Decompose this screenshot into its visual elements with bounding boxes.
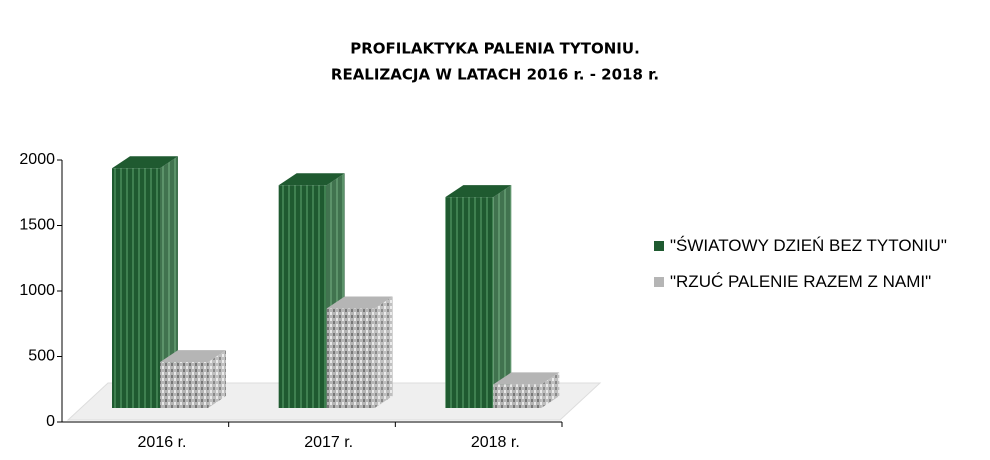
x-tick-label: 2016 r. [138,434,187,451]
bar-face [160,362,208,408]
bar-face [326,308,375,408]
bar-face [445,185,512,198]
bar-face [208,350,226,408]
bar [493,372,560,408]
bar-face [278,185,327,408]
bar-face [326,296,393,309]
legend-swatch [654,241,664,251]
bar-face [493,372,560,385]
y-tick-label: 0 [46,413,55,430]
bar-face [493,185,512,408]
bar [112,156,178,408]
bar-face [445,197,494,408]
y-tick-label: 1000 [19,282,55,299]
legend-item: "ŚWIATOWY DZIEŃ BEZ TYTONIU" [652,234,982,258]
y-tick-label: 1500 [19,217,55,234]
y-tick-label: 2000 [19,151,55,168]
x-tick-label: 2017 r. [304,434,353,451]
legend-label: "ŚWIATOWY DZIEŃ BEZ TYTONIU" [670,236,947,255]
x-tick-label: 2018 r. [471,434,520,451]
legend-item: "RZUĆ PALENIE RAZEM Z NAMI" [652,270,982,294]
bar-face [112,168,160,408]
bar-face [160,156,178,408]
bar-face [541,372,560,408]
legend-swatch [654,277,664,287]
chart-title: PROFILAKTYKA PALENIA TYTONIU. [350,40,640,58]
y-tick-label: 500 [28,348,55,365]
legend: "ŚWIATOWY DZIEŃ BEZ TYTONIU" "RZUĆ PALENI… [652,234,982,306]
legend-label: "RZUĆ PALENIE RAZEM Z NAMI" [670,272,932,291]
bar [160,350,226,408]
bar-face [112,156,178,169]
bar-face [160,350,226,363]
bar [445,185,512,408]
bar-face [493,384,542,408]
bar-face [278,173,345,186]
bar-face [374,296,393,408]
chart-subtitle: REALIZACJA W LATACH 2016 r. - 2018 r. [331,66,659,84]
bar [326,296,393,408]
